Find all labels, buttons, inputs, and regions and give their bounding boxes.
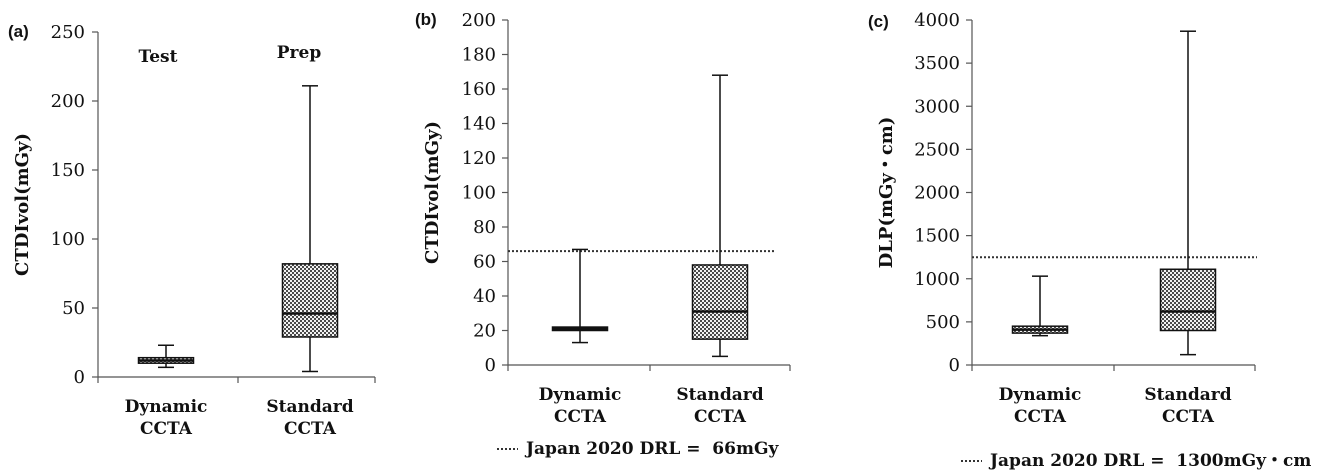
- y-tick-label: 60: [473, 252, 496, 273]
- y-tick-label: 0: [485, 355, 496, 376]
- y-tick-label: 40: [473, 286, 496, 307]
- box-1: [281, 85, 339, 373]
- annotation-label: Prep: [277, 43, 322, 63]
- y-axis-label: DLP(mGy・cm): [876, 117, 897, 269]
- y-tick-label: 120: [462, 148, 496, 169]
- box-1: [691, 74, 749, 358]
- y-tick-label: 3500: [914, 53, 960, 74]
- category-label: Standard: [266, 397, 353, 417]
- y-tick-label: 150: [51, 160, 85, 181]
- category-label: Dynamic: [999, 385, 1082, 405]
- y-tick-label: 0: [74, 367, 85, 388]
- y-tick-label: 100: [462, 183, 496, 204]
- category-label: CCTA: [1162, 407, 1215, 427]
- category-label: Dynamic: [125, 397, 208, 417]
- y-tick-label: 3000: [914, 96, 960, 117]
- y-tick-label: 160: [462, 79, 496, 100]
- annotation-label: Test: [139, 47, 178, 67]
- box-body: [1159, 268, 1217, 332]
- category-label: Dynamic: [539, 385, 622, 405]
- y-tick-label: 500: [926, 312, 960, 333]
- y-tick-label: 200: [462, 10, 496, 31]
- category-label: CCTA: [1014, 407, 1067, 427]
- panel-label: (c): [868, 12, 889, 31]
- y-axis-label: CTDIvol(mGy): [422, 121, 443, 264]
- y-tick-label: 250: [51, 22, 85, 43]
- y-tick-label: 80: [473, 217, 496, 238]
- panel-label: (b): [415, 10, 437, 29]
- box-0: [137, 344, 195, 369]
- y-tick-label: 2000: [914, 183, 960, 204]
- y-tick-label: 50: [62, 298, 85, 319]
- y-tick-label: 2500: [914, 139, 960, 160]
- category-label: CCTA: [140, 419, 193, 439]
- y-tick-label: 0: [949, 355, 960, 376]
- panel-label: (a): [8, 22, 29, 41]
- legend-label: Japan 2020 DRL = 1300mGy・cm: [988, 451, 1311, 471]
- y-tick-label: 20: [473, 321, 496, 342]
- y-axis-label: CTDIvol(mGy): [12, 133, 33, 276]
- category-label: Standard: [1144, 385, 1231, 405]
- chart-panel-a: (a)050100150200250CTDIvol(mGy)DynamicCCT…: [8, 22, 376, 439]
- box-0: [551, 248, 609, 344]
- y-tick-label: 200: [51, 91, 85, 112]
- category-label: CCTA: [554, 407, 607, 427]
- legend-label: Japan 2020 DRL = 66mGy: [524, 439, 779, 459]
- y-tick-label: 4000: [914, 10, 960, 31]
- category-label: CCTA: [694, 407, 747, 427]
- chart-panel-b: (b) 0 20 40 60 80 100 120 140 160 180 200 CTDIvol(mG…: [415, 10, 791, 459]
- category-label: CCTA: [284, 419, 337, 439]
- y-tick-label: 1000: [914, 269, 960, 290]
- category-label: Standard: [676, 385, 763, 405]
- box-body: [281, 263, 339, 338]
- y-tick-label: 180: [462, 45, 496, 66]
- box-body: [691, 264, 749, 340]
- box-1: [1159, 30, 1217, 356]
- box-0: [1011, 275, 1069, 337]
- y-tick-label: 140: [462, 114, 496, 135]
- y-tick-label: 100: [51, 229, 85, 250]
- chart-panel-c: (c) 0 500 1000 1500 2000 2500 3000 3500 4000 DLP(m…: [868, 10, 1311, 471]
- y-tick-label: 1500: [914, 226, 960, 247]
